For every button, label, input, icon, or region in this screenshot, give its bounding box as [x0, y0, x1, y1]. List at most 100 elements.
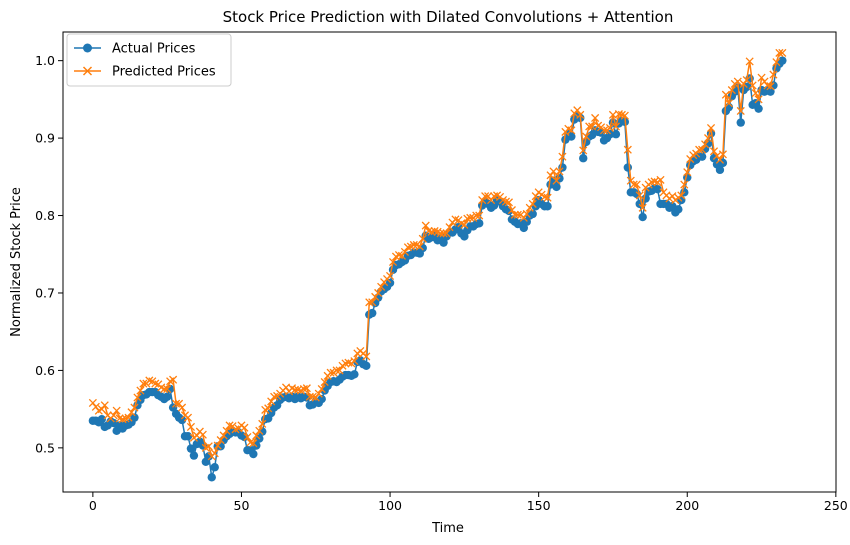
data-point	[255, 426, 264, 435]
data-point	[183, 413, 193, 422]
legend-box	[66, 33, 232, 87]
data-point	[219, 431, 228, 440]
data-point	[766, 82, 775, 91]
data-point	[632, 180, 641, 189]
data-point	[638, 203, 647, 212]
data-point	[299, 384, 308, 394]
data-point	[430, 226, 439, 236]
data-point	[388, 257, 398, 267]
series-actual	[88, 56, 787, 482]
data-point	[611, 122, 620, 131]
data-point	[549, 167, 558, 176]
data-point	[127, 408, 136, 417]
data-point	[585, 122, 594, 131]
data-point	[177, 403, 187, 412]
data-point	[130, 413, 139, 422]
data-point	[567, 126, 576, 135]
y-tick-label: 0.8	[35, 208, 55, 223]
data-point	[513, 210, 522, 219]
data-point	[555, 167, 564, 176]
legend-predicted-marker	[82, 66, 93, 76]
data-point	[736, 106, 745, 116]
data-point	[97, 415, 106, 424]
y-tick-label: 0.5	[35, 440, 55, 455]
data-point	[109, 411, 118, 420]
data-point	[124, 413, 133, 422]
data-point	[386, 271, 395, 280]
data-point	[656, 175, 665, 184]
data-point	[701, 140, 710, 149]
x-tick-label: 200	[675, 498, 699, 513]
data-point	[186, 444, 196, 453]
data-point	[249, 449, 258, 459]
data-point	[100, 401, 109, 410]
data-point	[335, 366, 344, 375]
x-tick-label: 50	[234, 498, 250, 513]
data-point	[680, 180, 689, 189]
data-point	[778, 56, 787, 65]
data-point	[481, 192, 490, 201]
data-point	[270, 392, 279, 401]
data-point	[715, 165, 725, 175]
data-point	[445, 223, 454, 232]
x-tick-label: 150	[527, 498, 551, 513]
x-tick-label: 250	[824, 498, 848, 513]
data-point	[377, 282, 386, 291]
legend: Actual Prices Predicted Prices	[66, 33, 232, 87]
data-point	[326, 368, 335, 377]
x-axis-label: Time	[431, 521, 464, 536]
data-point	[638, 212, 647, 222]
data-point	[591, 113, 600, 123]
data-point	[121, 414, 130, 423]
data-point	[623, 145, 632, 154]
data-point	[677, 191, 686, 200]
data-point	[151, 379, 160, 388]
data-point	[439, 229, 448, 238]
data-point	[769, 70, 778, 79]
data-point	[751, 89, 760, 98]
data-point	[210, 449, 219, 458]
data-point	[368, 308, 377, 318]
x-tick-label: 100	[378, 498, 402, 513]
data-point	[647, 178, 656, 187]
data-point	[540, 192, 549, 202]
data-point	[350, 357, 359, 366]
data-point	[733, 77, 742, 86]
data-point	[162, 392, 172, 401]
data-point	[160, 384, 169, 394]
data-point	[225, 421, 234, 430]
data-point	[763, 81, 772, 90]
data-point	[308, 392, 317, 401]
data-point	[567, 132, 576, 141]
data-point	[703, 134, 713, 143]
data-point	[258, 419, 267, 428]
plot-area	[88, 48, 787, 482]
data-point	[186, 422, 196, 432]
data-point	[243, 432, 252, 442]
data-point	[528, 199, 537, 208]
series-line	[92, 52, 783, 458]
data-point	[362, 361, 371, 370]
axes-frame	[62, 31, 837, 493]
data-point	[653, 185, 662, 194]
data-point	[558, 152, 567, 161]
data-point	[222, 426, 231, 435]
data-point	[507, 206, 516, 215]
data-point	[629, 180, 638, 189]
data-point	[543, 193, 552, 202]
y-tick-label: 1.0	[35, 53, 55, 68]
data-point	[130, 403, 139, 412]
x-tick-label: 0	[89, 498, 97, 513]
data-point	[169, 375, 178, 384]
data-point	[475, 211, 484, 220]
legend-predicted-label: Predicted Prices	[112, 65, 216, 80]
data-point	[436, 229, 445, 238]
data-point	[302, 384, 311, 393]
data-point	[552, 182, 561, 192]
data-point	[736, 118, 745, 127]
data-point	[683, 168, 692, 177]
data-point	[510, 210, 519, 219]
data-point	[136, 386, 145, 395]
data-point	[213, 441, 222, 450]
